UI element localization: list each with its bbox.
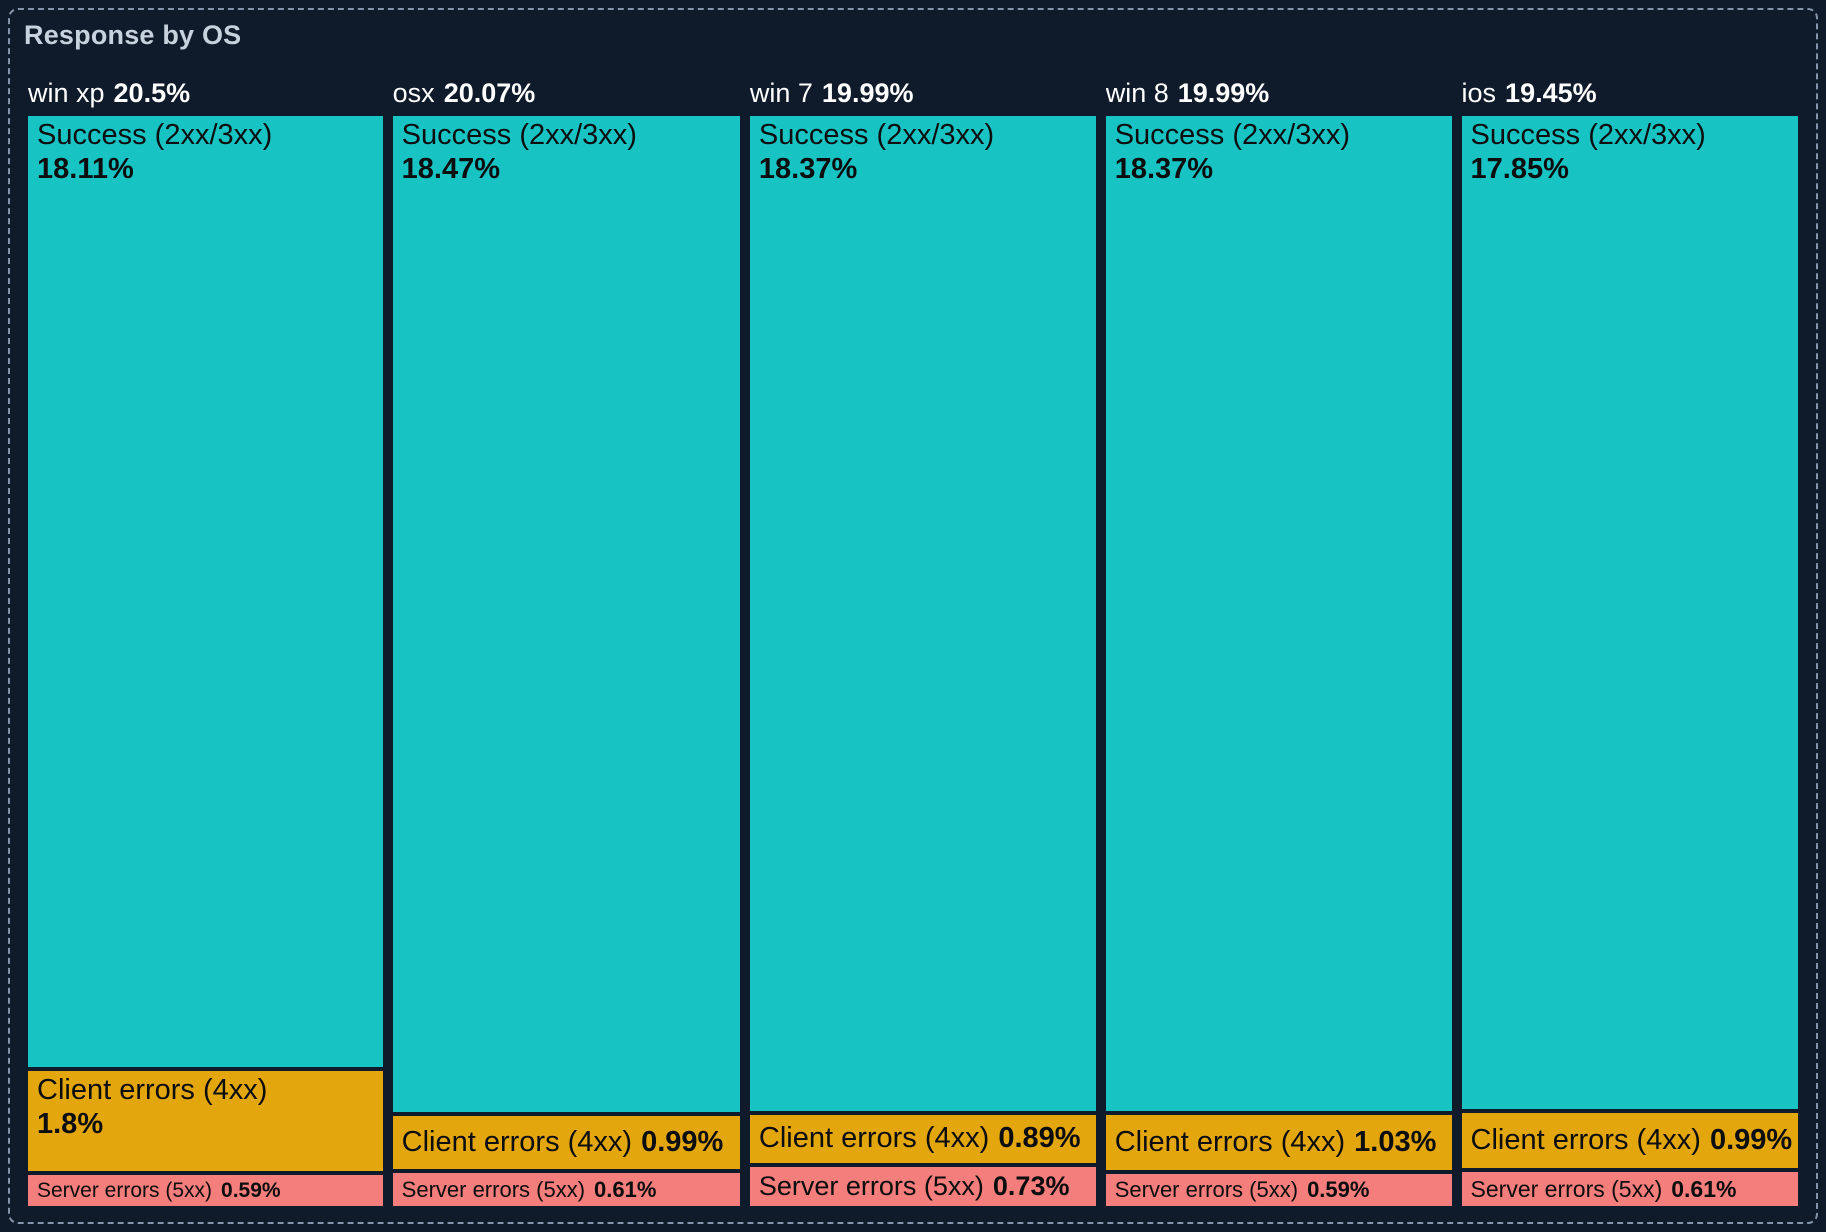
- os-name: ios: [1461, 78, 1497, 108]
- tile-value: 18.37%: [758, 152, 858, 185]
- tile-label: Client errors (4xx): [758, 1122, 990, 1155]
- tile-label: Server errors (5xx): [1114, 1177, 1299, 1203]
- tile-value: 0.89%: [998, 1122, 1081, 1155]
- treemap-tile-win-xp-server_errors[interactable]: Server errors (5xx) 0.59%: [28, 1175, 383, 1206]
- tile-label: Server errors (5xx): [1470, 1175, 1663, 1202]
- tile-value: 0.99%: [1709, 1124, 1793, 1157]
- treemap-column-win-8: win 8 19.99% Success (2xx/3xx) 18.37% Client…: [1105, 78, 1452, 1206]
- treemap-tile-ios-server_errors[interactable]: Server errors (5xx) 0.61%: [1461, 1172, 1799, 1206]
- treemap-tile-win-8-client_errors[interactable]: Client errors (4xx) 1.03%: [1105, 1114, 1452, 1171]
- tile-value: 0.59%: [1307, 1177, 1370, 1203]
- treemap-tile-osx-client_errors[interactable]: Client errors (4xx) 0.99%: [392, 1116, 740, 1170]
- column-stack: Success (2xx/3xx) 18.37% Client errors (4x…: [1105, 116, 1452, 1206]
- treemap-column-ios: ios 19.45% Success (2xx/3xx) 17.85% Client e…: [1461, 78, 1799, 1206]
- column-header-win-8: win 8 19.99%: [1106, 78, 1452, 116]
- column-header-ios: ios 19.45%: [1462, 78, 1798, 116]
- tile-label: Server errors (5xx): [401, 1176, 586, 1202]
- panel-title: Response by OS: [24, 20, 242, 50]
- tile-label: Success (2xx/3xx): [1114, 119, 1350, 151]
- tile-value: 0.99%: [641, 1126, 724, 1159]
- tile-value: 0.59%: [221, 1178, 281, 1202]
- tile-value: 0.73%: [992, 1170, 1070, 1201]
- treemap-tile-osx-success[interactable]: Success (2xx/3xx) 18.47%: [392, 116, 740, 1113]
- os-share: 19.99%: [1177, 78, 1270, 108]
- column-stack: Success (2xx/3xx) 18.37% Client errors (4x…: [749, 116, 1096, 1206]
- treemap-tile-win-7-server_errors[interactable]: Server errors (5xx) 0.73%: [749, 1166, 1096, 1206]
- os-name: osx: [392, 78, 435, 108]
- os-name: win xp: [28, 78, 105, 108]
- os-share: 19.99%: [821, 78, 914, 108]
- tile-value: 17.85%: [1470, 152, 1569, 185]
- treemap-tile-win-7-success[interactable]: Success (2xx/3xx) 18.37%: [749, 116, 1096, 1111]
- tile-label: Client errors (4xx): [37, 1074, 268, 1107]
- treemap-tile-win-xp-success[interactable]: Success (2xx/3xx) 18.11%: [28, 116, 383, 1068]
- tile-label: Server errors (5xx): [37, 1178, 213, 1202]
- tile-value: 18.11%: [37, 152, 134, 185]
- column-stack: Success (2xx/3xx) 18.47% Client errors (4x…: [392, 116, 740, 1206]
- tile-value: 18.47%: [401, 152, 501, 185]
- treemap-tile-win-8-server_errors[interactable]: Server errors (5xx) 0.59%: [1105, 1174, 1452, 1206]
- treemap-tile-win-8-success[interactable]: Success (2xx/3xx) 18.37%: [1105, 116, 1452, 1111]
- tile-value: 1.8%: [37, 1107, 104, 1140]
- os-share: 19.45%: [1505, 78, 1597, 108]
- tile-label: Server errors (5xx): [758, 1170, 984, 1201]
- treemap-column-win-7: win 7 19.99% Success (2xx/3xx) 18.37% Client…: [749, 78, 1096, 1206]
- response-by-os-panel[interactable]: Response by OS win xp 20.5% Success (2xx/3…: [8, 8, 1818, 1224]
- treemap-column-osx: osx 20.07% Success (2xx/3xx) 18.47% Client e…: [392, 78, 740, 1206]
- os-name: win 8: [1105, 78, 1169, 108]
- column-header-osx: osx 20.07%: [393, 78, 740, 116]
- treemap-tile-osx-server_errors[interactable]: Server errors (5xx) 0.61%: [392, 1173, 740, 1206]
- tile-label: Success (2xx/3xx): [401, 119, 637, 151]
- treemap-column-win-xp: win xp 20.5% Success (2xx/3xx) 18.11% Client…: [28, 78, 383, 1206]
- column-header-win-xp: win xp 20.5%: [28, 78, 383, 116]
- tile-label: Success (2xx/3xx): [1470, 119, 1706, 151]
- tile-label: Success (2xx/3xx): [758, 119, 995, 151]
- tile-label: Client errors (4xx): [401, 1126, 633, 1159]
- tile-value: 1.03%: [1354, 1126, 1437, 1159]
- column-stack: Success (2xx/3xx) 17.85% Client errors (4x…: [1461, 116, 1799, 1206]
- column-stack: Success (2xx/3xx) 18.11% Client errors (4x…: [28, 116, 383, 1206]
- treemap-tile-win-xp-client_errors[interactable]: Client errors (4xx) 1.8%: [28, 1071, 383, 1172]
- os-share: 20.07%: [443, 78, 536, 108]
- tile-value: 18.37%: [1114, 152, 1214, 185]
- treemap-tile-ios-success[interactable]: Success (2xx/3xx) 17.85%: [1461, 116, 1799, 1110]
- os-name: win 7: [749, 78, 813, 108]
- treemap: win xp 20.5% Success (2xx/3xx) 18.11% Client…: [28, 78, 1799, 1206]
- tile-label: Client errors (4xx): [1470, 1124, 1701, 1157]
- tile-value: 0.61%: [594, 1176, 657, 1202]
- column-header-win-7: win 7 19.99%: [750, 78, 1096, 116]
- os-share: 20.5%: [113, 78, 191, 108]
- tile-label: Success (2xx/3xx): [37, 119, 273, 151]
- tile-value: 0.61%: [1671, 1175, 1737, 1202]
- treemap-tile-ios-client_errors[interactable]: Client errors (4xx) 0.99%: [1461, 1113, 1799, 1169]
- treemap-tile-win-7-client_errors[interactable]: Client errors (4xx) 0.89%: [749, 1114, 1096, 1163]
- tile-label: Client errors (4xx): [1114, 1126, 1346, 1159]
